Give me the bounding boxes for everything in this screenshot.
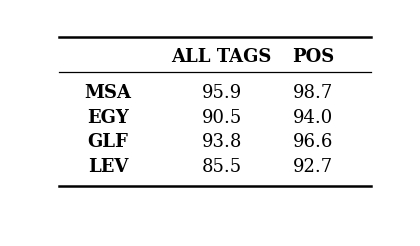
Text: 96.6: 96.6 — [293, 133, 333, 151]
Text: 85.5: 85.5 — [202, 158, 242, 176]
Text: LEV: LEV — [88, 158, 128, 176]
Text: 93.8: 93.8 — [202, 133, 242, 151]
Text: 90.5: 90.5 — [202, 108, 242, 127]
Text: 92.7: 92.7 — [293, 158, 333, 176]
Text: POS: POS — [292, 48, 334, 66]
Text: EGY: EGY — [87, 108, 129, 127]
Text: MSA: MSA — [84, 84, 131, 102]
Text: 95.9: 95.9 — [202, 84, 242, 102]
Text: 94.0: 94.0 — [293, 108, 333, 127]
Text: 98.7: 98.7 — [293, 84, 333, 102]
Text: GLF: GLF — [87, 133, 128, 151]
Text: ALL TAGS: ALL TAGS — [172, 48, 272, 66]
